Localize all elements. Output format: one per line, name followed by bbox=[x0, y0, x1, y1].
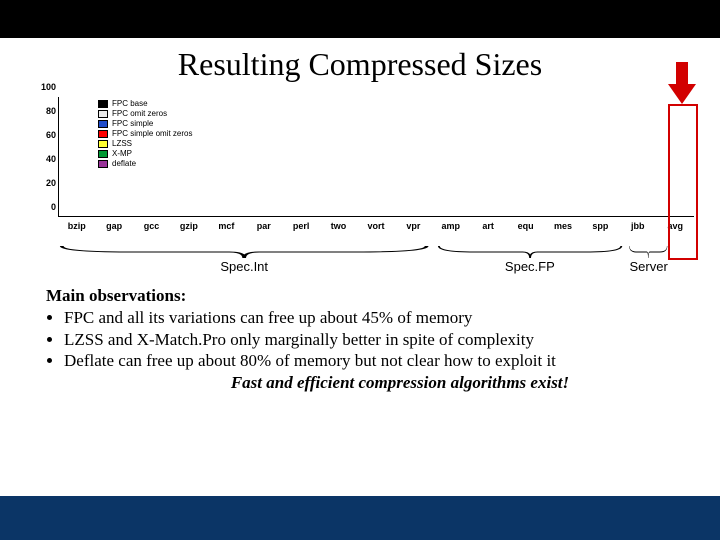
legend-label: FPC base bbox=[112, 99, 148, 109]
y-tick-label: 80 bbox=[46, 106, 56, 116]
legend-item: FPC omit zeros bbox=[98, 109, 192, 119]
observations-list: FPC and all its variations can free up a… bbox=[64, 307, 674, 372]
y-axis: 020406080100 bbox=[34, 97, 58, 217]
brace-label: Spec.Int bbox=[220, 259, 268, 274]
y-tick-label: 100 bbox=[41, 82, 56, 92]
y-tick-label: 60 bbox=[46, 130, 56, 140]
brace-specint: Spec.Int bbox=[58, 245, 430, 274]
page-title: Resulting Compressed Sizes bbox=[0, 38, 720, 89]
legend-item: FPC base bbox=[98, 99, 192, 109]
highlight-arrow-icon bbox=[668, 62, 698, 104]
x-tick-label: mcf bbox=[208, 221, 245, 231]
observation-bullet: LZSS and X-Match.Pro only marginally bet… bbox=[64, 329, 674, 351]
x-tick-label: gap bbox=[95, 221, 132, 231]
observations-emphasis: Fast and efficient compression algorithm… bbox=[126, 372, 674, 394]
observations-block: Main observations: FPC and all its varia… bbox=[46, 285, 674, 394]
x-tick-label: amp bbox=[432, 221, 469, 231]
x-axis-labels: bzipgapgccgzipmcfparperltwovortvprampart… bbox=[58, 221, 694, 231]
legend-label: FPC simple omit zeros bbox=[112, 129, 192, 139]
legend-swatch-icon bbox=[98, 150, 108, 158]
legend-swatch-icon bbox=[98, 140, 108, 148]
x-tick-label: vpr bbox=[395, 221, 432, 231]
category-braces: Spec.Int Spec.FP Server bbox=[58, 245, 700, 281]
legend-item: FPC simple omit zeros bbox=[98, 129, 192, 139]
x-tick-label: gcc bbox=[133, 221, 170, 231]
brace-label: Server bbox=[629, 259, 667, 274]
legend-label: deflate bbox=[112, 159, 136, 169]
x-tick-label: vort bbox=[357, 221, 394, 231]
legend-item: LZSS bbox=[98, 139, 192, 149]
legend-swatch-icon bbox=[98, 100, 108, 108]
legend-item: deflate bbox=[98, 159, 192, 169]
x-tick-label: spp bbox=[582, 221, 619, 231]
highlight-rectangle bbox=[668, 104, 698, 260]
legend-label: FPC simple bbox=[112, 119, 153, 129]
x-tick-label: perl bbox=[282, 221, 319, 231]
x-tick-label: jbb bbox=[619, 221, 656, 231]
x-tick-label: mes bbox=[544, 221, 581, 231]
x-tick-label: art bbox=[469, 221, 506, 231]
y-tick-label: 20 bbox=[46, 178, 56, 188]
bottom-blue-bar bbox=[0, 496, 720, 540]
x-tick-label: two bbox=[320, 221, 357, 231]
observation-bullet: FPC and all its variations can free up a… bbox=[64, 307, 674, 329]
bar-chart: 020406080100 bzipgapgccgzipmcfparperltwo… bbox=[34, 93, 700, 243]
brace-label: Spec.FP bbox=[505, 259, 555, 274]
legend-item: X-MP bbox=[98, 149, 192, 159]
legend-swatch-icon bbox=[98, 110, 108, 118]
legend-swatch-icon bbox=[98, 130, 108, 138]
legend-item: FPC simple bbox=[98, 119, 192, 129]
legend-label: LZSS bbox=[112, 139, 132, 149]
x-tick-label: gzip bbox=[170, 221, 207, 231]
brace-server: Server bbox=[629, 245, 668, 274]
legend-swatch-icon bbox=[98, 120, 108, 128]
y-tick-label: 40 bbox=[46, 154, 56, 164]
brace-specfp: Spec.FP bbox=[437, 245, 623, 274]
legend-label: FPC omit zeros bbox=[112, 109, 167, 119]
x-tick-label: bzip bbox=[58, 221, 95, 231]
chart-legend: FPC baseFPC omit zerosFPC simpleFPC simp… bbox=[98, 99, 192, 169]
legend-label: X-MP bbox=[112, 149, 132, 159]
y-tick-label: 0 bbox=[51, 202, 56, 212]
observation-bullet: Deflate can free up about 80% of memory … bbox=[64, 350, 674, 372]
top-black-bar bbox=[0, 0, 720, 38]
x-tick-label: par bbox=[245, 221, 282, 231]
x-tick-label: equ bbox=[507, 221, 544, 231]
legend-swatch-icon bbox=[98, 160, 108, 168]
observations-heading: Main observations: bbox=[46, 285, 674, 307]
